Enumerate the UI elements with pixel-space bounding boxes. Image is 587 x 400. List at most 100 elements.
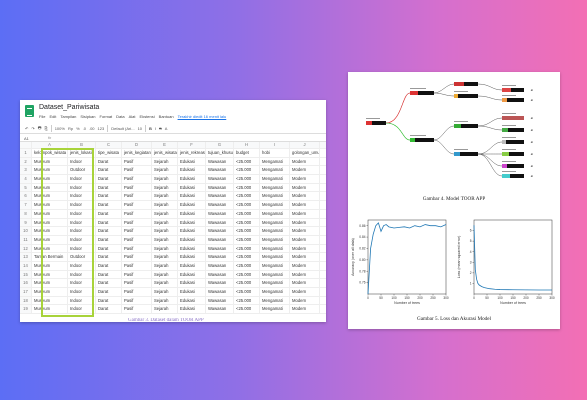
grid-cell[interactable]: Darat [96,288,122,296]
grid-cell[interactable]: Pasif [122,218,152,227]
menu-item-file[interactable]: File [39,114,46,119]
grid-cell[interactable]: Modern [290,244,320,253]
grid-cell[interactable]: Wawasan [206,209,234,218]
grid-cell[interactable]: Darat [96,227,122,235]
grid-cell[interactable]: <25.000 [234,201,260,209]
grid-cell[interactable]: Museum [32,209,68,218]
grid-cell[interactable]: Modern [290,253,320,261]
column-letter[interactable]: H [234,142,260,148]
grid-cell[interactable]: Edukasi [178,166,206,175]
grid-cell[interactable]: Pasif [122,261,152,270]
row-number[interactable]: 13 [20,253,32,261]
toolbar-button[interactable]: S [159,125,162,131]
grid-cell[interactable]: Wawasan [206,235,234,244]
grid-cell[interactable]: Mengamati [260,279,290,287]
grid-cell[interactable]: <25.000 [234,279,260,287]
grid-cell[interactable]: Museum [32,244,68,253]
grid-cell[interactable]: Modern [290,157,320,166]
grid-cell[interactable]: Edukasi [178,253,206,261]
toolbar-button[interactable]: ↶ [25,125,29,131]
grid-cell[interactable]: Museum [32,175,68,183]
grid-cell[interactable]: Wawasan [206,218,234,227]
grid-cell[interactable]: Sejarah [152,166,178,175]
grid-cell[interactable]: Wawasan [206,244,234,253]
grid-cell[interactable]: Pasif [122,279,152,287]
grid-cell[interactable]: Edukasi [178,192,206,201]
sheet-title[interactable]: Dataset_Pariwisata [39,104,100,111]
grid-cell[interactable]: Edukasi [178,235,206,244]
grid-cell[interactable]: Indoor [68,218,96,227]
grid-cell[interactable]: Indoor [68,201,96,209]
grid-cell[interactable]: Modern [290,192,320,201]
grid-cell[interactable]: Edukasi [178,288,206,296]
grid-cell[interactable]: Museum [32,305,68,314]
grid-cell[interactable]: <25.000 [234,288,260,296]
grid-cell[interactable]: Pasif [122,157,152,166]
grid-cell[interactable]: Darat [96,279,122,287]
grid-cell[interactable]: Wawasan [206,192,234,201]
grid-cell[interactable]: Modern [290,227,320,235]
grid-cell[interactable]: Museum [32,227,68,235]
grid-cell[interactable]: Sejarah [152,157,178,166]
grid-cell[interactable]: Darat [96,244,122,253]
grid-cell[interactable]: Indoor [68,305,96,314]
toolbar-button[interactable]: Default (Ari... [111,125,135,131]
row-number[interactable]: 12 [20,244,32,253]
grid-cell[interactable]: <25.000 [234,227,260,235]
grid-cell[interactable]: Sejarah [152,296,178,305]
grid-cell[interactable]: Mengamati [260,227,290,235]
grid-cell[interactable]: Sejarah [152,175,178,183]
grid-cell[interactable]: Indoor [68,192,96,201]
grid-cell[interactable]: Museum [32,218,68,227]
grid-cell[interactable]: Indoor [68,288,96,296]
grid-cell[interactable]: Modern [290,201,320,209]
grid-cell[interactable]: Modern [290,296,320,305]
menu-item-data[interactable]: Data [116,114,125,119]
grid-cell[interactable]: Mengamati [260,244,290,253]
grid-cell[interactable]: <25.000 [234,192,260,201]
grid-cell[interactable]: <25.000 [234,218,260,227]
grid-cell[interactable]: Pasif [122,201,152,209]
grid-cell[interactable]: Museum [32,235,68,244]
last-edit-link[interactable]: Terakhir diedit 16 menit lalu [177,114,227,119]
grid-cell[interactable]: Wawasan [206,296,234,305]
grid-cell[interactable]: Museum [32,296,68,305]
toolbar-button[interactable]: ⎘ [44,125,48,131]
grid-cell[interactable]: Mengamati [260,175,290,183]
grid-cell[interactable]: Edukasi [178,209,206,218]
grid-cell[interactable]: Modern [290,305,320,314]
grid-cell[interactable]: Pasif [122,166,152,175]
row-number[interactable]: 5 [20,183,32,192]
grid-cell[interactable]: Mengamati [260,209,290,218]
menu-item-alat[interactable]: Alat [128,114,136,119]
toolbar-button[interactable]: .00 [88,125,95,131]
grid-cell[interactable]: jenis_kegiatan [124,149,152,157]
grid-cell[interactable]: Modern [290,235,320,244]
grid-cell[interactable]: <25.000 [234,166,260,175]
toolbar-button[interactable]: 123 [97,125,105,131]
grid-cell[interactable]: Darat [96,166,122,175]
grid-cell[interactable]: golongan_umur [292,149,320,157]
grid-cell[interactable]: Modern [290,270,320,279]
grid-cell[interactable]: Indoor [68,157,96,166]
grid-cell[interactable]: jenis_lokasi [68,149,96,157]
grid-cell[interactable]: Edukasi [178,244,206,253]
row-number[interactable]: 8 [20,209,32,218]
row-number[interactable]: 19 [20,305,32,314]
toolbar-button[interactable]: % [76,125,80,131]
grid-cell[interactable]: Mengamati [260,261,290,270]
grid-cell[interactable]: Museum [32,201,68,209]
grid-cell[interactable]: Indoor [68,296,96,305]
grid-cell[interactable]: Edukasi [178,218,206,227]
grid-cell[interactable]: Darat [96,157,122,166]
cell-reference[interactable]: A1 [24,136,29,141]
grid-cell[interactable]: Sejarah [152,279,178,287]
grid-cell[interactable]: Indoor [68,175,96,183]
grid-cell[interactable]: <25.000 [234,261,260,270]
grid-cell[interactable]: Outdoor [68,253,96,261]
grid-cell[interactable]: Edukasi [178,227,206,235]
grid-cell[interactable]: Darat [96,192,122,201]
toolbar-button[interactable]: A [164,125,168,131]
grid-cell[interactable]: Sejarah [152,261,178,270]
grid-cell[interactable]: Pasif [122,235,152,244]
